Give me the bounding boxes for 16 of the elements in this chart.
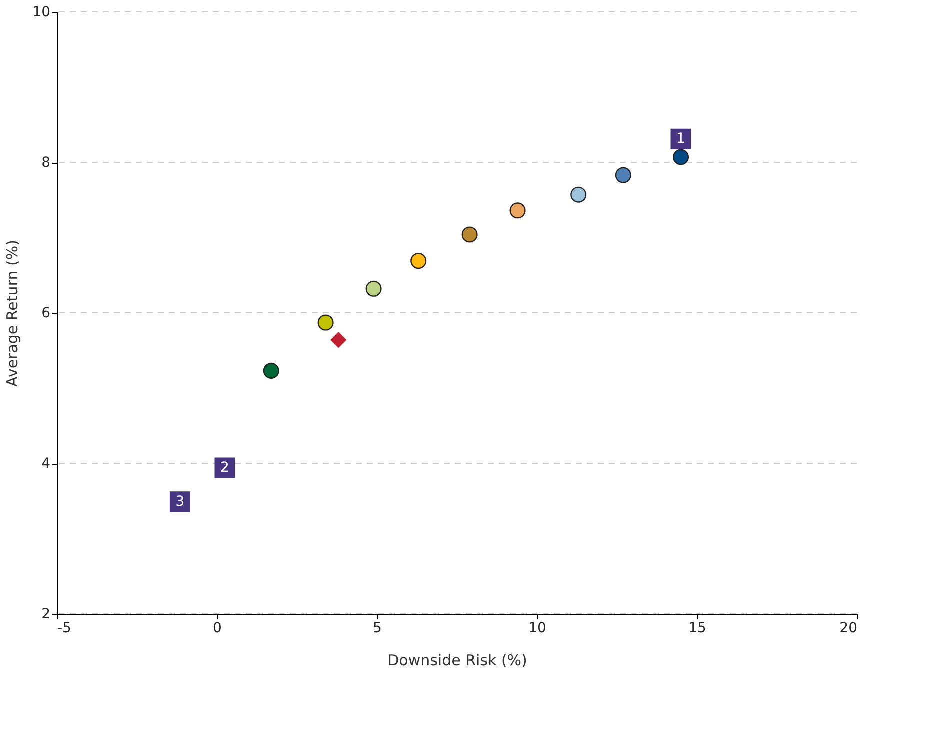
annotation: 2 [220, 460, 230, 476]
x-tick-label: 0 [213, 620, 222, 636]
x-axis-title: Downside Risk (%) [388, 652, 528, 670]
y-tick-label: 10 [32, 4, 50, 20]
x-tick-label: 5 [373, 620, 382, 636]
annotation: 3 [176, 494, 185, 510]
y-tick-label: 4 [42, 456, 51, 472]
y-axis-title: Average Return (%) [4, 240, 22, 387]
x-tick-label: 20 [840, 620, 858, 636]
y-tick-label: 2 [42, 606, 50, 622]
x-tick-label: -5 [58, 620, 72, 636]
x-tick-label: 15 [688, 620, 706, 636]
annotation: 1 [676, 131, 686, 148]
y-tick-label: 6 [42, 306, 51, 322]
x-tick-label: 10 [528, 620, 546, 636]
y-tick-label: 8 [42, 155, 50, 171]
